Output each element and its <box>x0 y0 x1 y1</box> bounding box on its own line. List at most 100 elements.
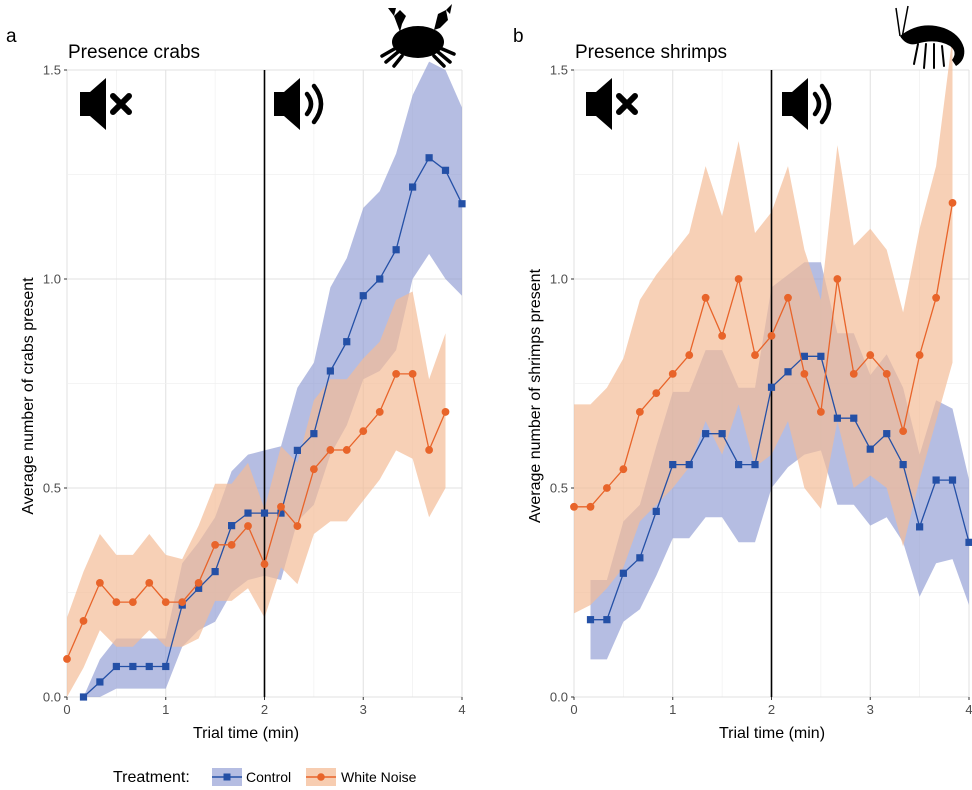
legend-item-white-noise: White Noise <box>306 768 417 786</box>
data-point-white-noise <box>767 331 776 340</box>
data-point-control <box>326 367 334 375</box>
data-point-control <box>932 476 940 484</box>
data-point-control <box>850 414 858 422</box>
data-point-control <box>784 368 792 376</box>
data-point-control <box>162 662 170 671</box>
speaker-muted-icon <box>586 78 638 130</box>
x-tick-label: 0 <box>63 702 70 717</box>
data-point-control <box>652 507 660 516</box>
data-point-white-noise <box>816 408 825 416</box>
speaker-muted-icon <box>80 78 132 130</box>
x-tick-label: 0 <box>570 702 577 717</box>
data-point-white-noise <box>95 578 104 587</box>
data-point-white-noise <box>586 502 595 511</box>
data-point-control <box>735 460 743 469</box>
data-point-control <box>293 446 301 454</box>
data-point-control <box>883 430 891 438</box>
data-point-control <box>195 584 203 592</box>
data-point-white-noise <box>784 293 792 302</box>
y-tick-label: 0.0 <box>43 690 61 705</box>
data-point-control <box>965 538 972 546</box>
data-point-white-noise <box>342 446 351 454</box>
data-point-white-noise <box>309 465 318 474</box>
data-point-white-noise <box>882 369 891 378</box>
panel-a-plot-area: 0 1 2 3 4 0.0 0.5 1.0 1.5 <box>43 61 466 717</box>
data-point-white-noise <box>145 578 154 587</box>
data-point-white-noise <box>932 293 941 302</box>
data-point-control <box>669 460 677 469</box>
data-point-white-noise <box>866 351 875 359</box>
data-point-control <box>916 523 924 531</box>
data-point-white-noise <box>652 389 661 398</box>
data-point-white-noise <box>441 408 450 416</box>
data-point-control <box>425 154 433 162</box>
data-point-control <box>129 662 137 671</box>
legend-label-white-noise: White Noise <box>341 769 417 785</box>
panel-b-title: Presence shrimps <box>575 42 727 63</box>
data-point-control <box>603 616 611 624</box>
panel-b-plot-area: 0 1 2 3 4 0.0 0.5 1.0 1.5 <box>550 36 972 717</box>
x-tick-label: 3 <box>867 702 874 717</box>
legend-title: Treatment: <box>113 769 190 786</box>
data-point-white-noise <box>570 502 578 511</box>
data-point-white-noise <box>227 540 236 549</box>
panel-b-ylabel: Average number of shrimps present <box>527 268 544 523</box>
y-tick-label: 1.0 <box>43 272 61 287</box>
legend-item-control: Control <box>212 768 291 786</box>
data-point-control <box>685 460 693 469</box>
crab-icon <box>380 4 456 68</box>
x-tick-label: 4 <box>458 702 465 717</box>
ribbon-control <box>590 262 969 660</box>
data-point-control <box>228 522 236 530</box>
data-point-control <box>211 568 219 576</box>
data-point-control <box>718 430 726 438</box>
data-point-white-noise <box>734 275 743 283</box>
data-point-white-noise <box>194 578 203 587</box>
data-point-control <box>800 352 808 360</box>
data-point-white-noise <box>260 560 269 568</box>
panel-b-xlabel: Trial time (min) <box>719 725 825 742</box>
data-point-white-noise <box>408 369 417 378</box>
data-point-control <box>899 460 907 469</box>
data-point-control <box>145 662 153 671</box>
data-point-white-noise <box>751 351 759 359</box>
data-point-white-noise <box>326 446 335 454</box>
data-point-control <box>96 678 104 686</box>
data-point-white-noise <box>63 655 71 663</box>
shrimp-icon <box>895 5 965 69</box>
data-point-control <box>833 414 841 422</box>
data-point-white-noise <box>128 598 137 607</box>
data-point-white-noise <box>915 351 924 359</box>
data-point-white-noise <box>293 522 302 530</box>
data-point-control <box>441 166 450 174</box>
data-point-white-noise <box>668 369 677 378</box>
data-point-control <box>79 693 88 701</box>
panel-b-letter: b <box>513 26 524 47</box>
data-point-white-noise <box>602 484 611 492</box>
data-point-white-noise <box>635 408 644 416</box>
data-point-white-noise <box>359 427 368 436</box>
data-point-control <box>817 352 825 360</box>
data-point-control <box>767 383 776 391</box>
ribbon-white-noise <box>574 36 953 614</box>
data-point-white-noise <box>899 427 908 436</box>
data-point-white-noise <box>800 369 809 378</box>
data-point-control <box>376 275 384 283</box>
panel-a: a Presence crabs Trial time (min) Averag… <box>6 4 466 742</box>
data-point-control <box>751 460 759 469</box>
y-tick-label: 1.5 <box>43 63 61 78</box>
x-tick-label: 1 <box>669 702 676 717</box>
panel-a-title: Presence crabs <box>68 42 200 63</box>
panel-a-letter: a <box>6 26 17 47</box>
y-tick-label: 0.0 <box>550 690 568 705</box>
x-tick-label: 4 <box>965 702 972 717</box>
data-point-white-noise <box>425 446 434 454</box>
x-tick-label: 2 <box>768 702 775 717</box>
panel-a-ylabel: Average number of crabs present <box>20 277 37 515</box>
data-point-control <box>244 509 252 517</box>
data-point-white-noise <box>685 351 694 359</box>
data-point-white-noise <box>161 598 170 607</box>
data-point-control <box>260 509 269 517</box>
data-point-control <box>277 509 285 517</box>
